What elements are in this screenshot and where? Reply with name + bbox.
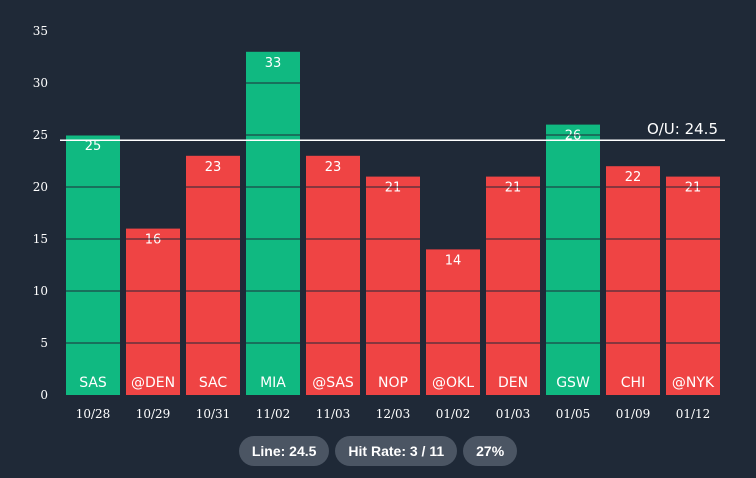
x-tick-label: 10/29 <box>136 407 171 421</box>
bar <box>66 135 120 395</box>
x-tick-label: 01/02 <box>436 407 471 421</box>
x-tick-label: 01/03 <box>496 407 531 421</box>
bar-opponent-label: @SAS <box>312 375 354 391</box>
bar-value-label: 23 <box>325 160 342 175</box>
y-tick-label: 25 <box>33 128 48 142</box>
bar-opponent-label: DEN <box>498 375 528 391</box>
y-tick-label: 30 <box>33 76 48 90</box>
stats-bar: Line: 24.5 Hit Rate: 3 / 11 27% <box>0 436 756 466</box>
bar-opponent-label: CHI <box>621 375 645 391</box>
bar <box>546 124 600 395</box>
bar-opponent-label: NOP <box>378 375 408 391</box>
bar-opponent-label: @NYK <box>672 375 715 391</box>
bar <box>606 166 660 395</box>
y-tick-label: 5 <box>40 336 48 350</box>
bar-value-label: 25 <box>85 139 102 154</box>
bar <box>306 155 360 395</box>
x-tick-label: 01/05 <box>556 407 591 421</box>
bar-value-label: 16 <box>145 233 162 248</box>
y-tick-label: 10 <box>33 284 48 298</box>
bar <box>246 51 300 396</box>
bar-value-label: 22 <box>625 170 642 185</box>
x-tick-label: 01/12 <box>676 407 711 421</box>
bar-value-label: 14 <box>445 253 462 268</box>
bar-opponent-label: @DEN <box>131 375 175 391</box>
bar <box>666 176 720 395</box>
x-tick-label: 11/03 <box>316 407 351 421</box>
bar-value-label: 21 <box>385 181 402 196</box>
bar <box>426 249 480 395</box>
x-tick-label: 11/02 <box>256 407 291 421</box>
x-tick-label: 01/09 <box>616 407 651 421</box>
bar-opponent-label: SAC <box>199 375 227 391</box>
bar <box>486 176 540 395</box>
bar-value-label: 21 <box>685 181 702 196</box>
y-tick-label: 35 <box>33 24 48 38</box>
bar-value-label: 26 <box>565 129 582 144</box>
bar <box>366 176 420 395</box>
y-tick-label: 15 <box>33 232 48 246</box>
y-tick-label: 0 <box>40 388 48 402</box>
bar-opponent-label: SAS <box>79 375 107 391</box>
bar-value-label: 33 <box>265 56 282 71</box>
bar-opponent-label: GSW <box>556 375 590 391</box>
bar-opponent-label: @OKL <box>432 375 474 391</box>
bar-opponent-label: MIA <box>260 375 286 391</box>
x-tick-label: 10/31 <box>196 407 231 421</box>
x-tick-label: 12/03 <box>376 407 411 421</box>
y-tick-label: 20 <box>33 180 48 194</box>
hit-rate-pill: Hit Rate: 3 / 11 <box>335 436 458 466</box>
bar <box>126 228 180 395</box>
percent-pill: 27% <box>463 436 518 466</box>
bar-value-label: 23 <box>205 160 222 175</box>
bar-value-label: 21 <box>505 181 522 196</box>
threshold-label: O/U: 24.5 <box>647 120 718 138</box>
x-tick-label: 10/28 <box>76 407 111 421</box>
line-pill: Line: 24.5 <box>238 436 330 466</box>
bar <box>186 155 240 395</box>
